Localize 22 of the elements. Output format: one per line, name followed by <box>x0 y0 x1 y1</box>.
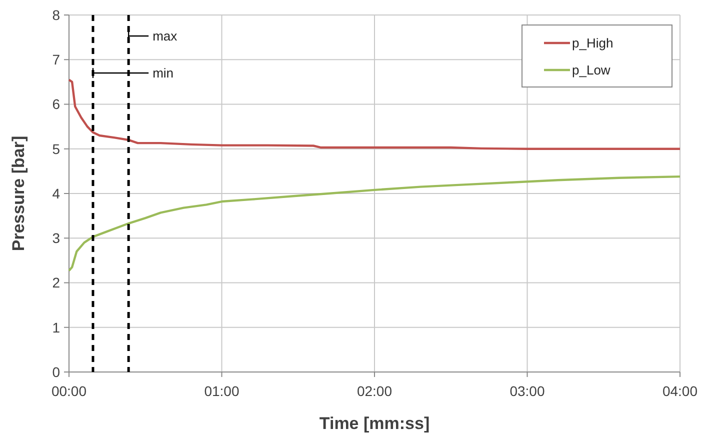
annotation: min <box>152 66 174 81</box>
y-tick-label: 3 <box>52 230 60 246</box>
legend-label: p_High <box>572 36 614 51</box>
line-series <box>68 78 682 150</box>
x-tick-label: 00:00 <box>51 383 87 399</box>
y-tick-label: 7 <box>52 52 60 68</box>
y-tick-label: 4 <box>52 185 60 202</box>
y-tick-label: 8 <box>52 6 60 23</box>
x-axis-title: Time [mm:ss] <box>319 414 430 433</box>
y-tick-label: 1 <box>52 319 60 336</box>
annotation: max <box>152 28 178 44</box>
x-tick-label: 01:00 <box>204 383 240 399</box>
y-tick-label: 2 <box>52 274 60 291</box>
y-tick-label: 0 <box>52 364 60 380</box>
x-tick-label: 03:00 <box>510 383 545 399</box>
y-tick-label: 5 <box>52 140 60 157</box>
y-tick-label: 6 <box>52 96 60 112</box>
line-series <box>68 175 682 272</box>
y-axis-title: Pressure [bar] <box>9 136 28 252</box>
legend-label: p_Low <box>572 62 611 78</box>
x-tick-label: 02:00 <box>356 383 392 399</box>
x-tick-label: 04:00 <box>662 383 698 399</box>
